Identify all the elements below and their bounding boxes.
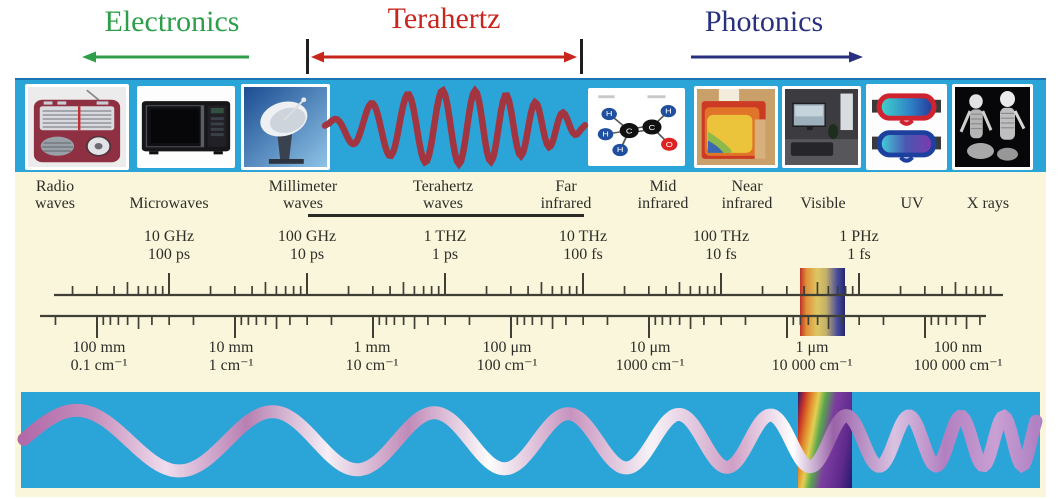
radio-photo	[25, 84, 129, 170]
wave-band	[21, 392, 1040, 488]
svg-text:C: C	[649, 124, 656, 132]
svg-text:H: H	[606, 110, 613, 118]
terahertz-region-label: Terahertz	[387, 2, 501, 35]
svg-text:C: C	[626, 127, 633, 135]
electronics-region-label: Electronics	[104, 5, 240, 38]
xray-photo	[952, 84, 1033, 170]
goggles-photo	[866, 84, 947, 170]
visible-rainbow-segment	[798, 392, 852, 488]
terahertz-double-arrow-icon	[311, 51, 577, 63]
svg-text:H: H	[602, 130, 609, 138]
room-photo	[782, 86, 861, 168]
terahertz-range-underline	[308, 214, 584, 217]
electronics-left-arrow-icon	[82, 51, 249, 63]
satellite-dish-photo	[241, 84, 330, 170]
svg-text:H: H	[665, 107, 672, 115]
terahertz-range-right-bar	[580, 39, 583, 74]
visible-spectrum-band	[800, 268, 845, 336]
photonics-right-arrow-icon	[691, 51, 863, 63]
photonics-region-label: Photonics	[704, 5, 824, 38]
microwave-oven-photo	[137, 86, 235, 168]
svg-text:H: H	[617, 146, 624, 154]
thermal-image	[694, 86, 778, 168]
terahertz-range-left-bar	[306, 39, 309, 74]
svg-text:O: O	[666, 141, 673, 149]
